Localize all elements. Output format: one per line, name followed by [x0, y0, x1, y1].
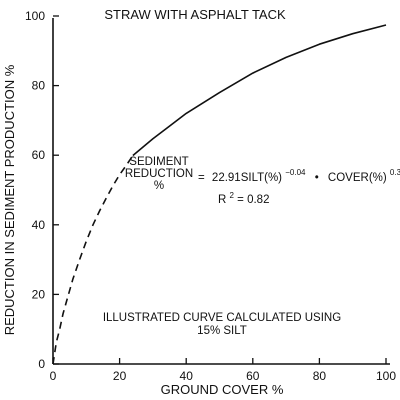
y-tick-label: 100 [25, 9, 45, 23]
x-tick-label: 100 [376, 369, 396, 383]
equation-exponent-2: 0.34 [390, 168, 400, 177]
equation-lhs-line-1: SEDIMENT [129, 156, 188, 168]
x-ticks: 0 20 40 60 80 100 [50, 358, 396, 383]
equation-exponent-1: −0.04 [285, 168, 306, 177]
r-squared-power: 2 [230, 191, 235, 200]
curve-solid-line [132, 24, 387, 157]
x-tick-label: 40 [180, 369, 194, 383]
y-tick-label: 80 [32, 79, 46, 93]
note-line-2: 15% SILT [197, 325, 247, 337]
equation-cover: COVER(%) [328, 172, 387, 184]
r-squared-prefix: R [218, 194, 226, 206]
equation-rhs: = 22.91SILT(%) −0.04 • COVER(%) 0.34 [198, 166, 400, 184]
equation-lhs-line-2: REDUCTION [125, 168, 193, 180]
x-tick-label: 80 [313, 369, 327, 383]
x-axis-label: GROUND COVER % [161, 382, 284, 397]
x-tick-label: 60 [246, 369, 260, 383]
note-line-1: ILLUSTRATED CURVE CALCULATED USING [103, 312, 341, 324]
equation: SEDIMENT REDUCTION % = 22.91SILT(%) −0.0… [125, 156, 400, 206]
x-tick-label: 20 [113, 369, 127, 383]
y-tick-label: 60 [32, 148, 46, 162]
chart-title: STRAW WITH ASPHALT TACK [104, 7, 286, 22]
curve-dashed-line [52, 155, 134, 365]
equation-equals: = [198, 172, 205, 184]
r-squared: R 2 = 0.82 [218, 189, 269, 206]
equation-lhs-line-3: % [154, 180, 164, 192]
equation-coefficient: 22.91SILT(%) [212, 172, 282, 184]
r-squared-value: = 0.82 [237, 194, 269, 206]
y-tick-label: 40 [32, 218, 46, 232]
y-tick-label: 20 [32, 287, 46, 301]
x-tick-label: 0 [50, 369, 57, 383]
y-ticks: 0 20 40 60 80 100 [25, 9, 59, 371]
y-tick-label: 0 [38, 357, 45, 371]
y-axis-label: REDUCTION IN SEDIMENT PRODUCTION % [2, 64, 17, 335]
equation-dot: • [315, 172, 319, 184]
series-group [52, 24, 387, 365]
